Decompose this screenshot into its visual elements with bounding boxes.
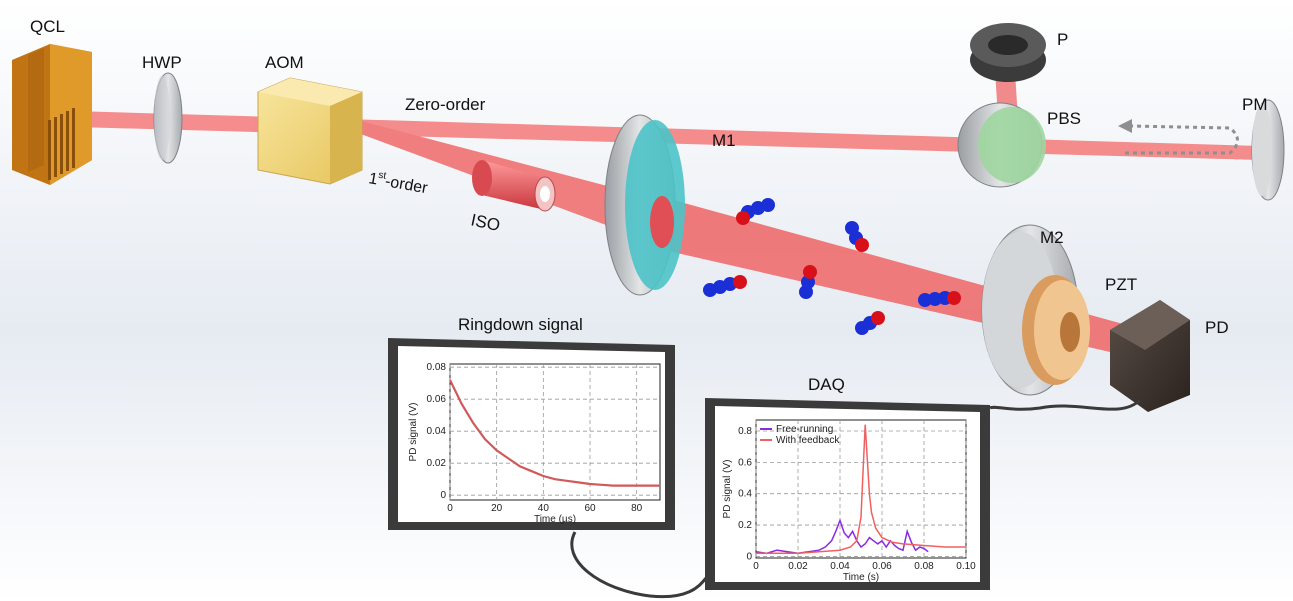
- x-tick-label: 0.06: [872, 561, 892, 572]
- pd-label: PD: [1205, 318, 1229, 337]
- m1-label: M1: [712, 131, 736, 150]
- x-axis-label: Time (s): [843, 572, 879, 583]
- pbs-splitter: [958, 103, 1046, 187]
- p-polarizer: [970, 23, 1046, 82]
- y-axis-label: PD signal (V): [408, 403, 419, 462]
- m1-mirror: [605, 115, 685, 295]
- x-axis-label: Time (µs): [534, 514, 576, 525]
- y-tick-label: 0.06: [427, 394, 447, 405]
- x-tick-label: 60: [584, 503, 596, 514]
- daq-title: DAQ: [808, 375, 845, 394]
- y-tick-label: 0: [746, 551, 752, 562]
- x-tick-label: 80: [631, 503, 643, 514]
- y-tick-label: 0.2: [738, 520, 752, 531]
- legend-entry: With feedback: [776, 435, 840, 446]
- x-tick-label: 0.02: [788, 561, 808, 572]
- x-tick-label: 0.10: [956, 561, 976, 572]
- legend-entry: Free-running: [776, 424, 833, 435]
- y-tick-label: 0.04: [427, 426, 447, 437]
- pm-label: PM: [1242, 95, 1268, 114]
- aom-label: AOM: [265, 53, 304, 72]
- y-tick-label: 0: [440, 490, 446, 501]
- y-tick-label: 0.4: [738, 489, 752, 500]
- p-label: P: [1057, 30, 1068, 49]
- zero-order-label: Zero-order: [405, 95, 486, 114]
- x-tick-label: 0.04: [830, 561, 850, 572]
- qcl-laser: [12, 44, 92, 185]
- m2-label: M2: [1040, 228, 1064, 247]
- x-tick-label: 0: [447, 503, 453, 514]
- hwp-waveplate: [154, 73, 182, 163]
- pzt-label: PZT: [1105, 275, 1137, 294]
- y-axis-label: PD signal (V): [722, 460, 733, 519]
- y-tick-label: 0.6: [738, 457, 752, 468]
- pm-mirror: [1252, 100, 1284, 200]
- daq-monitor: 0 0.02 0.04 0.06 0.08 0.10 0 0.2 0.4 0.6 0.8 Time (…: [705, 398, 990, 590]
- y-tick-label: 0.8: [738, 426, 752, 437]
- ringdown-title: Ringdown signal: [458, 315, 583, 334]
- pbs-label: PBS: [1047, 109, 1081, 128]
- pzt-actuator: [1022, 275, 1090, 385]
- y-tick-label: 0.02: [427, 458, 447, 469]
- x-tick-label: 0: [753, 561, 759, 572]
- x-tick-label: 0.08: [914, 561, 934, 572]
- hwp-label: HWP: [142, 53, 182, 72]
- x-tick-label: 40: [538, 503, 550, 514]
- x-tick-label: 20: [491, 503, 503, 514]
- aom-modulator: [258, 78, 362, 184]
- ringdown-monitor: 0 20 40 60 80 0 0.02 0.04 0.06 0.08 Time (µs) PD si…: [388, 338, 675, 530]
- y-tick-label: 0.08: [427, 362, 447, 373]
- qcl-label: QCL: [30, 17, 65, 36]
